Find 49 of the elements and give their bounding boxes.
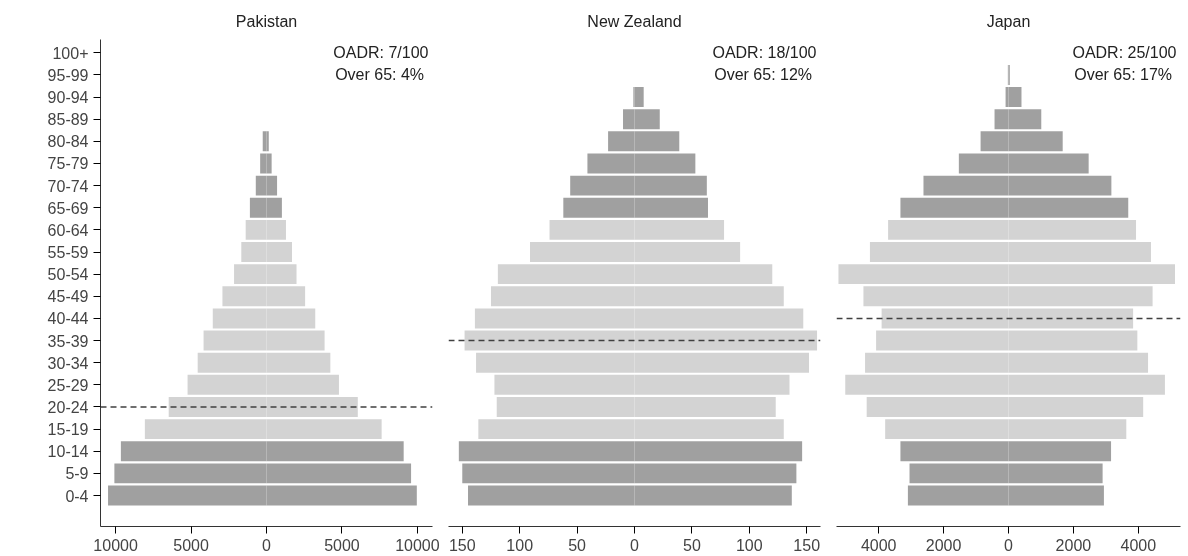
x-tick-label: 2000 [1055, 536, 1092, 554]
x-tick-label: 4000 [1120, 536, 1157, 554]
x-tick-label: 150 [448, 536, 476, 554]
x-tick-label: 10000 [395, 536, 440, 554]
y-tick-label: 30-34 [47, 354, 89, 372]
annotation: Over 65: 4% [335, 66, 425, 84]
y-tick-label: 90-94 [47, 89, 89, 107]
x-tick-label: 5000 [173, 536, 209, 554]
annotation: OADR: 7/100 [333, 44, 429, 62]
chart-title: Japan [986, 12, 1031, 30]
annotation: Over 65: 17% [1074, 66, 1173, 84]
x-tick-label: 10000 [93, 536, 138, 554]
annotation: OADR: 25/100 [1072, 44, 1177, 62]
chart-title: New Zealand [587, 12, 682, 30]
y-tick-label: 40-44 [47, 310, 89, 328]
x-tick-label: 150 [793, 536, 821, 554]
bar [634, 87, 644, 108]
x-tick-label: 0 [262, 536, 272, 554]
annotation: OADR: 18/100 [712, 44, 817, 62]
y-tick-label: 100+ [52, 44, 89, 62]
chart-title: Pakistan [235, 12, 298, 30]
bar [262, 131, 267, 152]
y-tick-label: 80-84 [47, 133, 89, 151]
y-tick-label: 20-24 [47, 398, 89, 416]
y-tick-label: 55-59 [47, 244, 89, 262]
y-tick-label: 10-14 [47, 443, 89, 461]
y-tick-label: 85-89 [47, 111, 89, 129]
annotation: Over 65: 12% [714, 66, 813, 84]
y-tick-label: 60-64 [47, 221, 89, 239]
x-tick-label: 2000 [925, 536, 962, 554]
x-tick-label: 0 [630, 536, 640, 554]
y-tick-label: 95-99 [47, 66, 89, 84]
y-tick-label: 75-79 [47, 155, 89, 173]
y-tick-label: 65-69 [47, 199, 89, 217]
x-tick-label: 100 [735, 536, 763, 554]
x-tick-label: 0 [1004, 536, 1014, 554]
y-tick-label: 35-39 [47, 332, 89, 350]
y-tick-label: 5-9 [65, 465, 89, 483]
x-tick-label: 50 [568, 536, 587, 554]
y-tick-label: 0-4 [65, 487, 89, 505]
y-tick-label: 15-19 [47, 421, 89, 439]
x-tick-label: 100 [506, 536, 534, 554]
y-tick-label: 50-54 [47, 266, 89, 284]
x-tick-label: 4000 [860, 536, 897, 554]
x-tick-label: 50 [683, 536, 701, 554]
x-tick-label: 5000 [324, 536, 360, 554]
y-tick-label: 70-74 [47, 177, 89, 195]
y-tick-label: 45-49 [47, 288, 89, 306]
y-tick-label: 25-29 [47, 376, 89, 394]
